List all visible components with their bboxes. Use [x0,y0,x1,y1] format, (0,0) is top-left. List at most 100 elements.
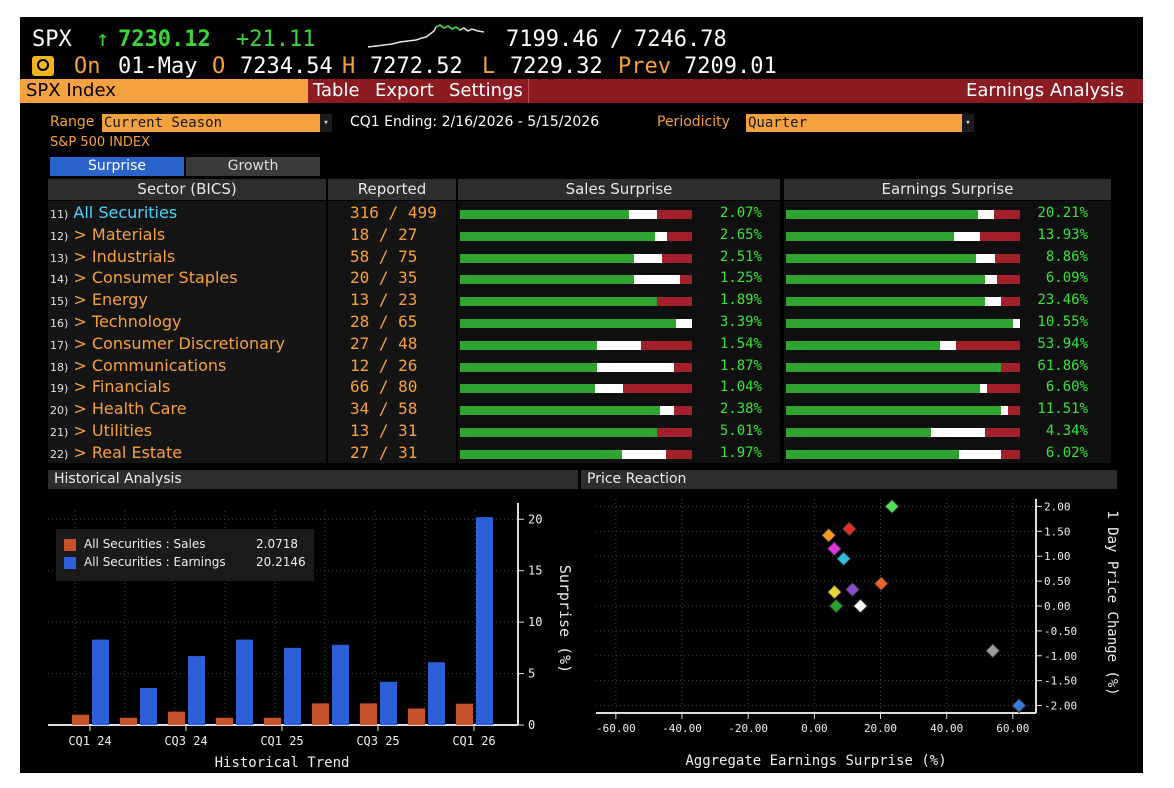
table-row-label[interactable]: 20) > Health Care [50,399,187,418]
earnings-green-bar [786,362,1001,372]
earnings-green-bar [786,253,976,263]
sales-surprise-value: 3.39% [719,314,762,330]
bar-sales [216,717,233,725]
scatter-point [884,498,900,515]
earnings-white-bar [976,253,995,263]
x-axis-label: Aggregate Earnings Surprise (%) [685,753,946,769]
col-header-sales[interactable]: Sales Surprise [458,179,780,200]
earnings-red-bar [994,210,1020,219]
net-change: +21.11 [236,27,316,52]
reported-total: 23 [398,290,418,310]
table-row-label[interactable]: 12) > Materials [50,225,165,244]
reported-total: 58 [398,399,418,419]
scatter-point [844,581,861,598]
bar-sales [456,703,473,725]
day-low: 7199.46 [506,27,599,52]
col-header-reported[interactable]: Reported [328,179,456,200]
low-label: L [482,54,496,79]
quote-date: 01-May [118,54,198,79]
reported-count: 34 / 58 [350,399,418,419]
reported-value: 13 [350,290,370,310]
tab-growth[interactable]: Growth [186,157,320,176]
y-axis-label: 1 Day Price Change (%) [1104,510,1120,695]
scatter-point [852,598,869,614]
earnings-green-bar [786,231,954,241]
table-row-label[interactable]: 15) > Energy [50,290,148,309]
range-select[interactable]: Current Season ▾ [102,114,332,132]
y-tick-label: 20 [528,512,542,526]
table-row-label[interactable]: 19) > Financials [50,377,170,396]
table-row-label[interactable]: 17) > Consumer Discretionary [50,334,285,353]
reported-value: 66 [350,377,370,397]
reported-count: 28 / 65 [350,312,418,331]
table-row-label[interactable]: 13) > Industrials [50,247,175,266]
settings-button[interactable]: Settings [449,80,523,101]
sales-green-bar [460,275,634,285]
table-row-label[interactable]: 11) All Securities [50,203,177,222]
sales-green-bar [460,406,660,416]
bar-sales [264,717,281,725]
reported-count: 12 / 26 [350,355,418,375]
sales-green-bar [460,297,657,307]
table-button[interactable]: Table [313,80,360,101]
export-button[interactable]: Export [375,80,434,101]
sales-white-bar [660,406,674,416]
open-label: O [212,54,226,79]
row-number: 17) [50,338,69,352]
toolbar-divider [528,79,529,103]
period-text: CQ1 Ending: 2/16/2026 - 5/15/2026 [350,114,600,130]
sales-white-bar [622,449,666,459]
clock-icon[interactable] [32,56,54,76]
sector-name: All Securities [73,203,178,222]
y-tick-label: -2.00 [1044,700,1077,713]
tab-surprise[interactable]: Surprise [50,157,184,176]
periodicity-value: Quarter [748,115,808,131]
day-high: 7246.78 [634,27,727,52]
chevron-down-icon[interactable]: ▾ [962,114,974,132]
legend-swatch-sales [64,539,76,551]
bar-earnings [428,662,445,725]
earnings-white-bar [940,340,956,350]
table-row-label[interactable]: 14) > Consumer Staples [50,268,238,287]
earnings-surprise-value: 4.34% [1045,423,1088,439]
bar-earnings [284,647,301,725]
earnings-green-bar [786,428,931,437]
row-number: 18) [50,360,69,374]
prev-close: 7209.01 [684,54,777,79]
security-field[interactable]: SPX Index [20,79,308,103]
sales-green-bar [460,340,597,350]
x-tick-label: -20.00 [728,722,768,735]
earnings-red-bar [985,428,1020,437]
sales-red-bar [641,340,692,350]
periodicity-select[interactable]: Quarter ▾ [746,114,974,132]
earnings-white-bar [985,297,1001,307]
sector-name: > Consumer Staples [73,268,238,288]
last-price: 7230.12 [118,27,211,52]
earnings-red-bar [1008,406,1020,416]
chevron-down-icon[interactable]: ▾ [320,114,332,132]
col-header-sector[interactable]: Sector (BICS) [48,179,326,200]
earnings-surprise-value: 53.94% [1037,335,1088,352]
up-arrow-icon: ↑ [96,27,110,52]
table-row-label[interactable]: 21) > Utilities [50,421,152,440]
sales-green-bar [460,362,597,372]
historical-title: Historical Analysis [48,470,578,489]
bar-earnings [188,656,205,725]
earnings-white-bar [978,210,994,219]
table-row-label[interactable]: 16) > Technology [50,312,182,331]
sparkline [367,24,485,48]
reported-value: 12 [350,355,370,375]
x-tick-label: CQ1 26 [452,734,495,748]
col-header-earnings[interactable]: Earnings Surprise [784,179,1111,200]
table-row-label[interactable]: 22) > Real Estate [50,443,182,462]
sales-surprise-value: 2.38% [719,401,762,418]
historical-chart: 0 5 10 15 20 CQ1 24 CQ3 24 CQ1 25 CQ3 25 CQ1 26 Hi… [48,503,574,771]
sales-red-bar [657,210,692,219]
earnings-surprise-value: 10.55% [1037,314,1088,330]
reported-count: 27 / 31 [350,442,418,462]
table-row-label[interactable]: 18) > Communications [50,356,226,375]
sales-white-bar [629,210,657,219]
y-tick-label: 1.00 [1044,550,1071,563]
legend-value-sales: 2.0718 [256,537,298,551]
sales-white-bar [634,275,680,285]
